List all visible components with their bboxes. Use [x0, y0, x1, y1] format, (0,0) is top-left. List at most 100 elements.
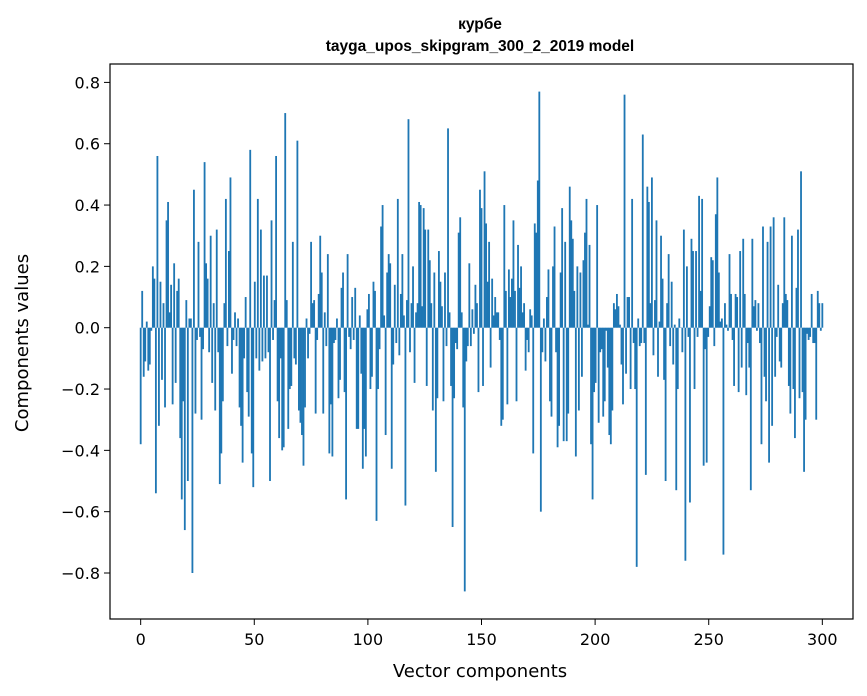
bar-104 [298, 327, 300, 411]
bar-442 [812, 327, 815, 344]
x-tick-label: 150 [466, 630, 497, 649]
bar-196 [437, 251, 440, 328]
bar-136 [346, 254, 349, 328]
bar-219 [472, 327, 475, 334]
bar-193 [433, 272, 436, 328]
bar-171 [399, 293, 402, 328]
bar-392 [736, 297, 739, 328]
bar-16 [164, 327, 166, 408]
bar-241 [506, 327, 509, 405]
bar-293 [585, 198, 588, 328]
bar-156 [377, 327, 379, 390]
bar-1 [141, 290, 144, 328]
bar-443 [813, 327, 816, 344]
bar-291 [582, 260, 585, 328]
bar-125 [329, 327, 332, 405]
bar-289 [579, 272, 582, 328]
bar-323 [631, 198, 634, 328]
bar-207 [454, 327, 457, 344]
bar-248 [517, 244, 519, 328]
bar-116 [316, 327, 319, 340]
bar-34 [191, 327, 194, 573]
bar-360 [687, 327, 690, 337]
bar-60 [231, 327, 233, 374]
bar-429 [792, 327, 795, 390]
bar-174 [404, 327, 407, 506]
bar-64 [237, 318, 239, 328]
y-tick-label: −0.4 [61, 441, 100, 460]
bar-435 [801, 327, 804, 393]
bar-412 [766, 241, 769, 328]
bar-381 [719, 321, 722, 328]
bar-32 [188, 318, 191, 328]
bar-294 [587, 324, 589, 328]
bar-48 [212, 303, 215, 328]
bar-399 [746, 327, 749, 344]
bar-199 [442, 327, 445, 402]
bar-29 [183, 327, 186, 531]
bar-186 [422, 208, 425, 328]
bar-120 [322, 327, 325, 414]
y-tick-label: −0.2 [61, 380, 100, 399]
bar-299 [594, 327, 597, 383]
bar-286 [574, 327, 577, 457]
bar-270 [550, 327, 553, 417]
bar-403 [752, 306, 755, 328]
bar-111 [308, 327, 311, 334]
bar-127 [333, 327, 335, 344]
bar-24 [176, 290, 179, 328]
bar-374 [708, 306, 711, 328]
bar-373 [707, 327, 710, 337]
bar-166 [392, 327, 395, 365]
bar-185 [421, 306, 424, 328]
bar-178 [410, 303, 413, 328]
bar-353 [676, 327, 679, 390]
bar-221 [476, 303, 478, 328]
bar-383 [722, 327, 725, 555]
bar-157 [378, 327, 381, 350]
bar-141 [354, 287, 357, 328]
bar-45 [208, 327, 211, 353]
bar-42 [203, 162, 206, 328]
bar-50 [215, 229, 218, 328]
bar-117 [317, 293, 320, 328]
bar-85 [269, 327, 271, 482]
bar-440 [809, 327, 812, 337]
bar-222 [477, 327, 480, 393]
bar-83 [266, 275, 268, 328]
bar-180 [413, 327, 416, 383]
bar-40 [200, 327, 203, 420]
bar-274 [556, 327, 559, 448]
bar-284 [571, 238, 574, 328]
y-axis-label: Components values [12, 254, 33, 432]
x-tick-label: 200 [580, 630, 611, 649]
bar-182 [416, 303, 419, 328]
bar-249 [518, 287, 521, 328]
bar-320 [626, 297, 629, 328]
bar-281 [567, 327, 570, 414]
bar-297 [591, 327, 594, 500]
bar-263 [539, 327, 542, 512]
bar-251 [521, 312, 524, 328]
bar-333 [646, 186, 649, 328]
bar-39 [199, 327, 201, 337]
bar-202 [447, 128, 449, 328]
bar-179 [412, 266, 414, 328]
bar-267 [546, 297, 548, 328]
bar-238 [501, 327, 504, 420]
bar-38 [197, 241, 200, 328]
bar-130 [337, 327, 340, 399]
y-tick-label: 0.8 [75, 73, 100, 92]
bar-132 [340, 287, 343, 328]
x-axis-ticks: 0 50 100 150 200 250 300 [136, 619, 838, 649]
bar-279 [564, 241, 567, 328]
bar-367 [698, 195, 700, 328]
bar-17 [165, 220, 168, 328]
bar-206 [453, 327, 456, 399]
bar-113 [311, 303, 314, 328]
bar-394 [739, 251, 742, 328]
bar-349 [670, 281, 673, 328]
bar-326 [635, 327, 638, 567]
bar-210 [459, 217, 462, 328]
bar-300 [596, 205, 599, 328]
